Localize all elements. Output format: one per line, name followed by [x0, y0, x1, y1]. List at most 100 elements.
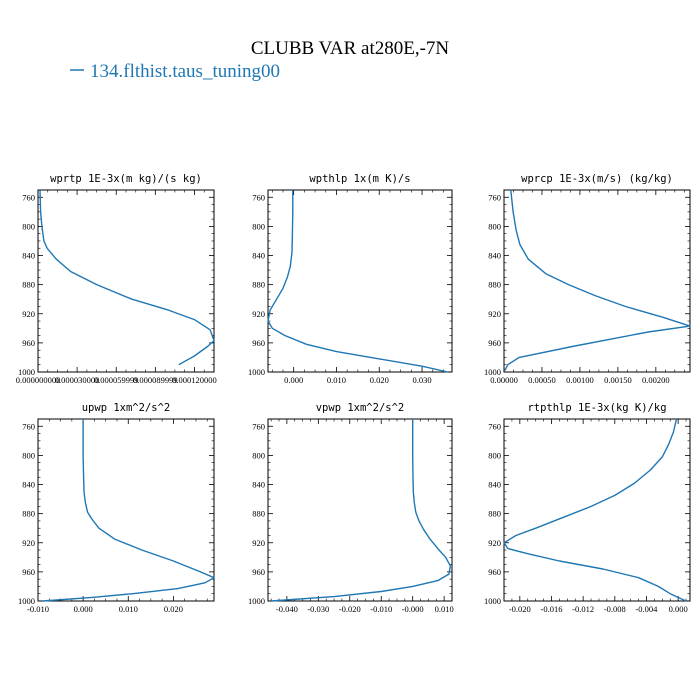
x-tick-label: 0.000 [669, 604, 688, 614]
plot-frame [267, 189, 453, 373]
y-tick-label: 800 [22, 450, 35, 460]
panel-4: upwp 1xm^2/s^2 760 800 840 880 920 960 1000-0.0… [18, 402, 215, 614]
x-tick-label: 0.000000000 [16, 375, 61, 385]
x-tick-label: -0.016 [541, 604, 563, 614]
plot-frame [503, 189, 691, 373]
x-tick-label: 0.00050 [528, 375, 556, 385]
x-tick-label: 0.000 [74, 604, 93, 614]
y-tick-label: 880 [488, 280, 501, 290]
panel-title: wpthlp 1x(m K)/s [309, 173, 410, 185]
y-tick-label: 880 [252, 280, 265, 290]
panel-title: wprtp 1E-3x(m kg)/(s kg) [50, 173, 202, 185]
y-tick-label: 960 [252, 338, 265, 348]
y-tick-label: 1000 [18, 596, 35, 606]
y-tick-label: 800 [22, 221, 35, 231]
series-line [267, 190, 448, 373]
y-tick-label: 1000 [484, 367, 501, 377]
series-line [39, 189, 215, 366]
series-line [42, 419, 215, 602]
y-tick-label: 760 [488, 421, 501, 431]
y-tick-label: 840 [22, 251, 35, 261]
x-tick-label: -0.030 [307, 604, 329, 614]
series-line [503, 418, 687, 602]
x-tick-label: 0.00150 [604, 375, 632, 385]
plot-frame [37, 189, 215, 373]
panel-title: rtpthlp 1E-3x(kg K)/kg [527, 402, 666, 414]
x-tick-label: -0.010 [27, 604, 49, 614]
panel-title: upwp 1xm^2/s^2 [82, 402, 171, 414]
panel-grid: wprtp 1E-3x(m kg)/(s kg) 760 800 840 880 920 9… [16, 173, 691, 614]
y-tick-label: 760 [488, 192, 501, 202]
x-tick-label: 0.000089999 [133, 375, 178, 385]
x-tick-label: 0.000059999 [94, 375, 139, 385]
x-tick-label: 0.000 [284, 375, 303, 385]
x-tick-label: 0.00000 [490, 375, 518, 385]
y-tick-label: 800 [488, 221, 501, 231]
y-tick-label: 760 [252, 421, 265, 431]
panel-3: wprcp 1E-3x(m/s) (kg/kg) 760 800 840 880 920 9… [484, 173, 691, 385]
y-tick-label: 1000 [18, 367, 35, 377]
x-tick-label: 0.00200 [642, 375, 670, 385]
y-tick-label: 880 [22, 509, 35, 519]
y-tick-label: 920 [488, 538, 501, 548]
y-tick-label: 800 [252, 221, 265, 231]
y-tick-label: 800 [488, 450, 501, 460]
legend-label: 134.flthist.taus_tuning00 [90, 61, 280, 82]
y-tick-label: 920 [252, 538, 265, 548]
x-tick-label: 0.020 [370, 375, 389, 385]
x-tick-label: 0.000030000 [55, 375, 100, 385]
y-tick-label: 920 [22, 538, 35, 548]
y-tick-label: 840 [252, 251, 265, 261]
y-tick-label: 960 [488, 567, 501, 577]
panel-6: rtpthlp 1E-3x(kg K)/kg 760 800 840 880 920 960… [484, 402, 691, 614]
x-tick-label: -0.008 [604, 604, 626, 614]
y-tick-label: 840 [488, 480, 501, 490]
y-tick-label: 1000 [484, 596, 501, 606]
y-tick-label: 960 [252, 567, 265, 577]
y-tick-label: 840 [252, 480, 265, 490]
y-tick-label: 880 [22, 280, 35, 290]
panel-title: vpwp 1xm^2/s^2 [316, 402, 405, 414]
x-tick-label: 0.000120000 [172, 375, 217, 385]
y-tick-label: 880 [252, 509, 265, 519]
x-tick-label: -0.012 [572, 604, 594, 614]
panel-1: wprtp 1E-3x(m kg)/(s kg) 760 800 840 880 920 9… [16, 173, 217, 385]
y-tick-label: 1000 [248, 367, 265, 377]
figure-title: CLUBB VAR at280E,-7N [251, 38, 450, 59]
y-tick-label: 760 [252, 192, 265, 202]
x-tick-label: -0.004 [635, 604, 658, 614]
panel-title: wprcp 1E-3x(m/s) (kg/kg) [521, 173, 673, 185]
y-tick-label: 920 [488, 309, 501, 319]
x-tick-label: -0.000 [402, 604, 424, 614]
y-tick-label: 840 [22, 480, 35, 490]
y-tick-label: 960 [22, 567, 35, 577]
x-tick-label: -0.010 [370, 604, 392, 614]
panel-5: vpwp 1xm^2/s^2 760 800 840 880 920 960 1000 -0.0… [248, 402, 454, 614]
x-tick-label: 0.010 [435, 604, 454, 614]
x-tick-label: -0.040 [276, 604, 298, 614]
x-tick-label: 0.00100 [566, 375, 594, 385]
plot-frame [503, 418, 691, 602]
x-tick-label: 0.020 [164, 604, 183, 614]
plot-frame [267, 418, 453, 602]
y-tick-label: 840 [488, 251, 501, 261]
x-tick-label: 0.010 [327, 375, 346, 385]
y-tick-label: 880 [488, 509, 501, 519]
x-tick-label: 0.030 [412, 375, 431, 385]
x-tick-label: -0.020 [509, 604, 531, 614]
plot-frame [37, 418, 215, 602]
series-line [271, 419, 452, 602]
y-tick-label: 920 [252, 309, 265, 319]
y-tick-label: 800 [252, 450, 265, 460]
y-tick-label: 1000 [248, 596, 265, 606]
x-tick-label: 0.010 [119, 604, 138, 614]
y-tick-label: 760 [22, 192, 35, 202]
x-tick-label: -0.020 [339, 604, 361, 614]
y-tick-label: 760 [22, 421, 35, 431]
y-tick-label: 920 [22, 309, 35, 319]
series-line [504, 189, 691, 371]
panel-2: wpthlp 1x(m K)/s 760 800 840 880 920 960 1000 0.… [248, 173, 453, 385]
y-tick-label: 960 [22, 338, 35, 348]
y-tick-label: 960 [488, 338, 501, 348]
